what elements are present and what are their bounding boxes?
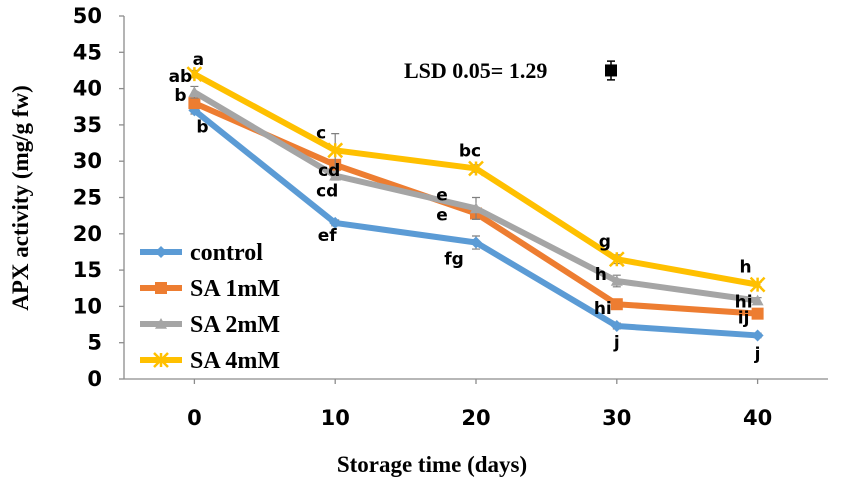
significance-label: cd	[318, 161, 340, 181]
y-tick-label: 25	[73, 186, 102, 210]
significance-label: b	[174, 86, 186, 106]
significance-label: h	[595, 265, 607, 285]
series-layer	[186, 66, 766, 342]
diamond-marker	[329, 216, 342, 229]
y-tick-label: 45	[73, 40, 102, 64]
significance-label: bc	[459, 141, 481, 161]
legend-item: SA 2mM	[140, 312, 280, 338]
lsd-label: LSD 0.05= 1.29	[404, 58, 547, 83]
significance-label: ef	[318, 226, 338, 246]
square-marker	[751, 307, 764, 320]
significance-label: c	[316, 123, 326, 143]
significance-label: a	[193, 50, 204, 70]
significance-label: h	[740, 258, 752, 278]
significance-label: e	[436, 185, 448, 205]
legend-label: SA 2mM	[190, 312, 280, 338]
y-tick-label: 0	[87, 367, 102, 391]
triangle-marker	[470, 202, 482, 214]
series-sa-2mm	[188, 85, 764, 306]
x-axis-title: Storage time (days)	[337, 452, 527, 477]
diamond-marker	[470, 236, 482, 249]
legend-label: SA 1mM	[190, 276, 280, 302]
star-marker	[749, 276, 766, 293]
y-axis-title: APX activity (mg/g fw)	[8, 85, 33, 310]
star-marker	[327, 142, 344, 159]
triangle-marker	[610, 274, 623, 286]
diamond-marker	[610, 320, 623, 333]
y-tick-label: 50	[73, 4, 102, 28]
square-marker	[155, 282, 167, 294]
legend-item: SA 4mM	[140, 348, 280, 374]
legend-item: control	[140, 240, 263, 266]
series-sa-4mm	[186, 66, 766, 293]
series-control	[188, 104, 764, 342]
star-marker	[186, 66, 203, 82]
significance-label: e	[436, 205, 448, 225]
legend-label: control	[190, 240, 263, 266]
significance-label: ab	[169, 67, 193, 87]
significance-label: ij	[738, 309, 750, 329]
significance-label: fg	[444, 250, 464, 270]
square-marker	[610, 298, 623, 311]
square-marker	[188, 97, 201, 110]
x-tick-label: 30	[602, 406, 631, 430]
lsd-marker	[605, 64, 617, 77]
significance-label: b	[196, 117, 208, 137]
star-marker	[468, 160, 484, 177]
significance-label: cd	[316, 182, 338, 202]
axes-layer: 0 5 10 15 20 25 30 35 40 45 50 0 10 20 30 40	[73, 4, 828, 430]
y-tick-label: 5	[87, 331, 102, 355]
x-tick-label: 0	[187, 406, 202, 430]
diamond-marker	[155, 246, 167, 258]
diamond-marker	[751, 329, 764, 342]
significance-label: g	[599, 232, 611, 252]
significance-label: j	[754, 344, 761, 364]
legend-item: SA 1mM	[140, 276, 280, 302]
y-tick-label: 10	[73, 294, 102, 318]
lsd-annotation: LSD 0.05= 1.29	[404, 58, 617, 83]
significance-label: j	[613, 333, 620, 353]
triangle-marker	[329, 169, 342, 181]
star-marker	[608, 251, 625, 268]
y-tick-label: 20	[73, 222, 102, 246]
y-tick-label: 30	[73, 149, 102, 173]
significance-label: hi	[594, 299, 612, 319]
triangle-marker	[155, 318, 167, 329]
star-marker	[153, 352, 169, 368]
significance-label: hi	[735, 293, 753, 313]
y-tick-label: 15	[73, 258, 102, 282]
x-tick-label: 40	[743, 406, 772, 430]
x-tick-label: 10	[321, 406, 350, 430]
y-tick-label: 40	[73, 77, 102, 101]
triangle-marker	[751, 294, 764, 306]
legend-label: SA 4mM	[190, 348, 280, 374]
triangle-marker	[188, 86, 201, 98]
y-tick-label: 35	[73, 113, 102, 137]
x-tick-label: 20	[461, 406, 490, 430]
legend: control SA 1mM SA 2mM SA 4mM	[140, 240, 280, 374]
